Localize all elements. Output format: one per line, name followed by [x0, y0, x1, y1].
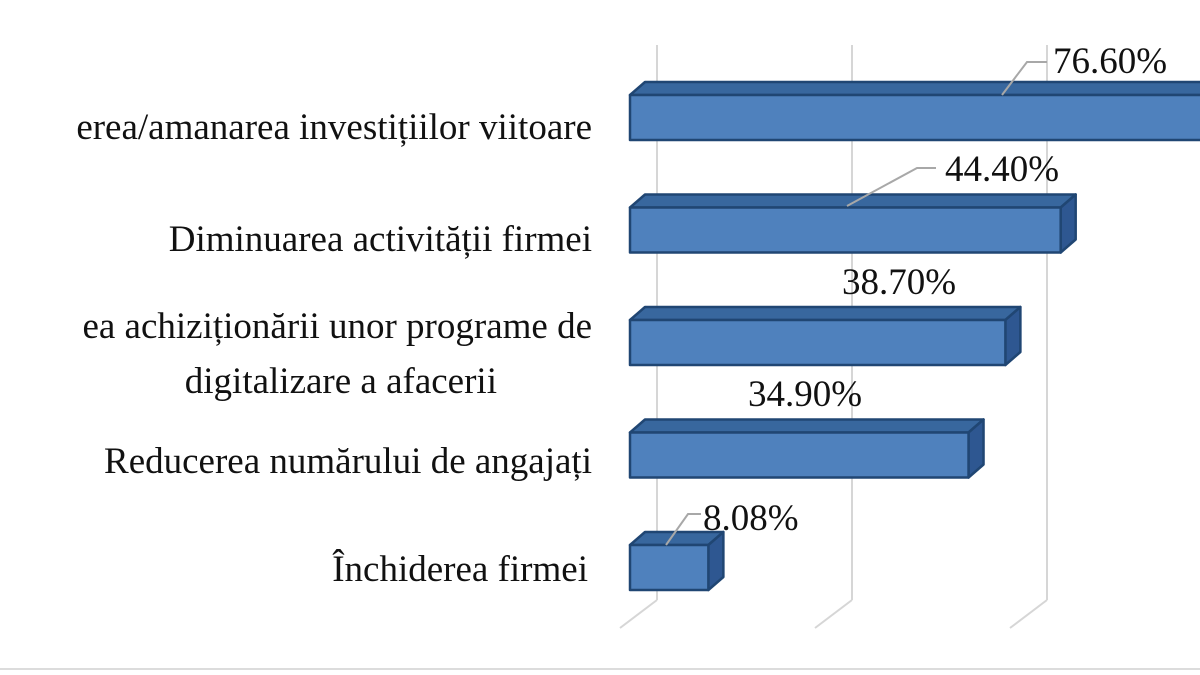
category-label-inchidere: Închiderea firmei — [332, 549, 588, 590]
bar — [628, 318, 1007, 367]
category-label-angajati: Reducerea numărului de angajați — [104, 441, 592, 482]
value-label-34-90: 34.90% — [748, 374, 863, 415]
gridline-floor-edge — [814, 599, 853, 629]
data-label-leader-line — [1001, 61, 1047, 96]
data-label-leader-line — [846, 167, 936, 207]
category-label-investitii: erea/amanarea investițiilor viitoare — [76, 107, 592, 148]
bar — [628, 543, 710, 592]
value-label-38-70: 38.70% — [842, 262, 957, 303]
value-label-76-60: 76.60% — [1053, 41, 1168, 82]
bar — [628, 93, 1200, 142]
value-label-44-40: 44.40% — [945, 149, 1060, 190]
bar-top-face — [628, 418, 985, 434]
bar — [628, 206, 1062, 254]
value-label-8-08: 8.08% — [703, 498, 799, 539]
gridline-floor-edge — [1009, 599, 1048, 629]
bar-top-face — [628, 80, 1200, 97]
category-label-diminuare: Diminuarea activității firmei — [168, 219, 592, 260]
chart-bottom-border — [0, 668, 1200, 670]
bar — [628, 431, 970, 479]
bar-top-face — [628, 305, 1022, 322]
category-label-achizitionare-line1: ea achiziționării unor programe de — [82, 306, 592, 347]
category-label-achizitionare-line2: digitalizare a afacerii — [184, 361, 497, 402]
data-label-leader-line — [665, 513, 701, 546]
bar-top-face — [628, 193, 1077, 209]
gridline-floor-edge — [619, 599, 658, 629]
